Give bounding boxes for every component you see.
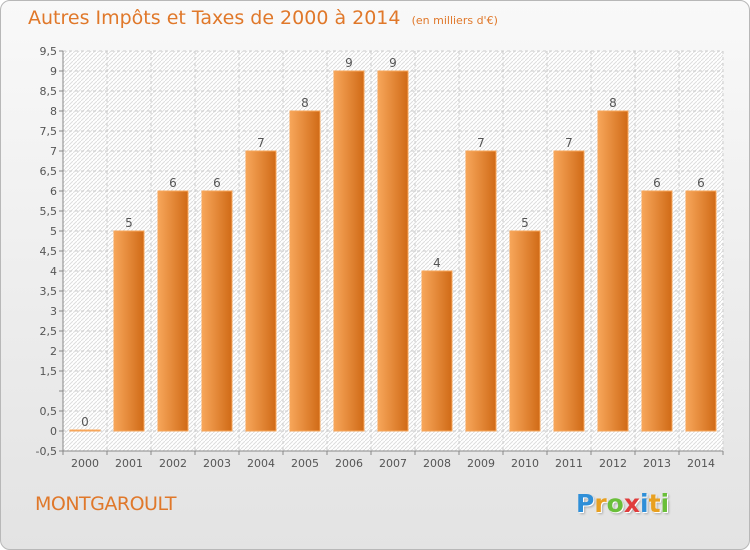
brand-letter: o — [606, 489, 624, 518]
value-label-2008: 4 — [433, 256, 441, 270]
bar-2005 — [289, 110, 321, 432]
value-label-2006: 9 — [345, 56, 353, 70]
x-tick-label-2000: 2000 — [71, 457, 99, 470]
y-tick-label: 5,5 — [40, 205, 58, 218]
x-tick-label-2010: 2010 — [511, 457, 539, 470]
value-label-2012: 8 — [609, 96, 617, 110]
value-label-2004: 7 — [257, 136, 265, 150]
value-label-2013: 6 — [653, 176, 661, 190]
bar-2004 — [245, 150, 277, 432]
brand-letter: i — [640, 489, 649, 518]
brand-letter: r — [594, 489, 607, 518]
x-tick-label-2006: 2006 — [335, 457, 363, 470]
bar-2014 — [685, 190, 717, 432]
y-tick-label: 3,5 — [40, 285, 58, 298]
y-tick-label: 8 — [50, 105, 57, 118]
value-label-2000: 0 — [81, 415, 89, 429]
brand-letter: x — [623, 489, 640, 518]
y-tick-label: 7 — [50, 145, 57, 158]
value-label-2007: 9 — [389, 56, 397, 70]
bar-2009 — [465, 150, 497, 432]
x-tick-labels: 2000 2001 2002 2003 2004 2005 2006 2007 2008 2009… — [71, 457, 715, 470]
y-tick-label: 2,5 — [40, 325, 58, 338]
x-tick-label-2013: 2013 — [643, 457, 671, 470]
bar-2011 — [553, 150, 585, 432]
bar-2001 — [113, 230, 145, 432]
y-tick-label: 0,5 — [40, 405, 58, 418]
x-tick-label-2001: 2001 — [115, 457, 143, 470]
y-tick-label: 9 — [50, 65, 57, 78]
commune-name: MONTGAROULT — [35, 493, 177, 515]
x-tick-label-2002: 2002 — [159, 457, 187, 470]
y-tick-label: 6,5 — [40, 165, 58, 178]
y-tick-label: 4,5 — [40, 245, 58, 258]
value-label-2001: 5 — [125, 216, 133, 230]
bar-2010 — [509, 230, 541, 432]
chart-title-text: Autres Impôts et Taxes de 2000 à 2014 — [28, 7, 401, 29]
x-tick-label-2008: 2008 — [423, 457, 451, 470]
x-tick-label-2003: 2003 — [203, 457, 231, 470]
value-label-2003: 6 — [213, 176, 221, 190]
bar-2013 — [641, 190, 673, 432]
y-tick-label: -0,5 — [36, 445, 57, 458]
y-tick-label: 3 — [50, 305, 57, 318]
value-label-2011: 7 — [565, 136, 573, 150]
x-tick-label-2009: 2009 — [467, 457, 495, 470]
bar-2000 — [69, 429, 101, 432]
bar-2002 — [157, 190, 189, 432]
bars — [69, 70, 717, 432]
bar-2003 — [201, 190, 233, 432]
value-label-2009: 7 — [477, 136, 485, 150]
brand-logo: Proxiti — [576, 489, 669, 518]
x-tick-label-2012: 2012 — [599, 457, 627, 470]
y-tick-label: 9,5 — [40, 45, 58, 58]
x-tick-label-2011: 2011 — [555, 457, 583, 470]
value-label-2005: 8 — [301, 96, 309, 110]
y-tick-labels: -0,5 0 0,5 1,5 2 2,5 3 3,5 4 4,5 5 5,5 6 6,5 7 7,5 8 8,5 9… — [36, 45, 57, 458]
brand-letter: i — [660, 489, 670, 518]
y-tick-label: 1,5 — [40, 365, 58, 378]
y-tick-label: 6 — [50, 185, 57, 198]
y-tick-label: 7,5 — [40, 125, 58, 138]
x-tick-label-2004: 2004 — [247, 457, 275, 470]
brand-letter: P — [576, 489, 595, 518]
y-tick-label: 5 — [50, 225, 57, 238]
bar-2008 — [421, 270, 453, 432]
bar-2007 — [377, 70, 409, 432]
y-tick-label: 0 — [50, 425, 57, 438]
axes — [59, 50, 724, 455]
value-label-2002: 6 — [169, 176, 177, 190]
value-label-2010: 5 — [521, 216, 529, 230]
x-tick-label-2014: 2014 — [687, 457, 715, 470]
x-tick-label-2005: 2005 — [291, 457, 319, 470]
bar-2006 — [333, 70, 365, 432]
brand-letter: t — [648, 489, 661, 518]
x-tick-label-2007: 2007 — [379, 457, 407, 470]
value-label-2014: 6 — [697, 176, 705, 190]
chart-unit-note: (en milliers d'€) — [411, 14, 498, 27]
bar-2012 — [597, 110, 629, 432]
chart-title: Autres Impôts et Taxes de 2000 à 2014 (e… — [28, 7, 498, 29]
y-tick-label: 4 — [50, 265, 57, 278]
y-tick-label: 8,5 — [40, 85, 58, 98]
value-labels: 0 5 6 6 7 8 9 9 4 7 5 7 8 6 6 — [81, 56, 705, 429]
y-tick-label: 2 — [50, 345, 57, 358]
